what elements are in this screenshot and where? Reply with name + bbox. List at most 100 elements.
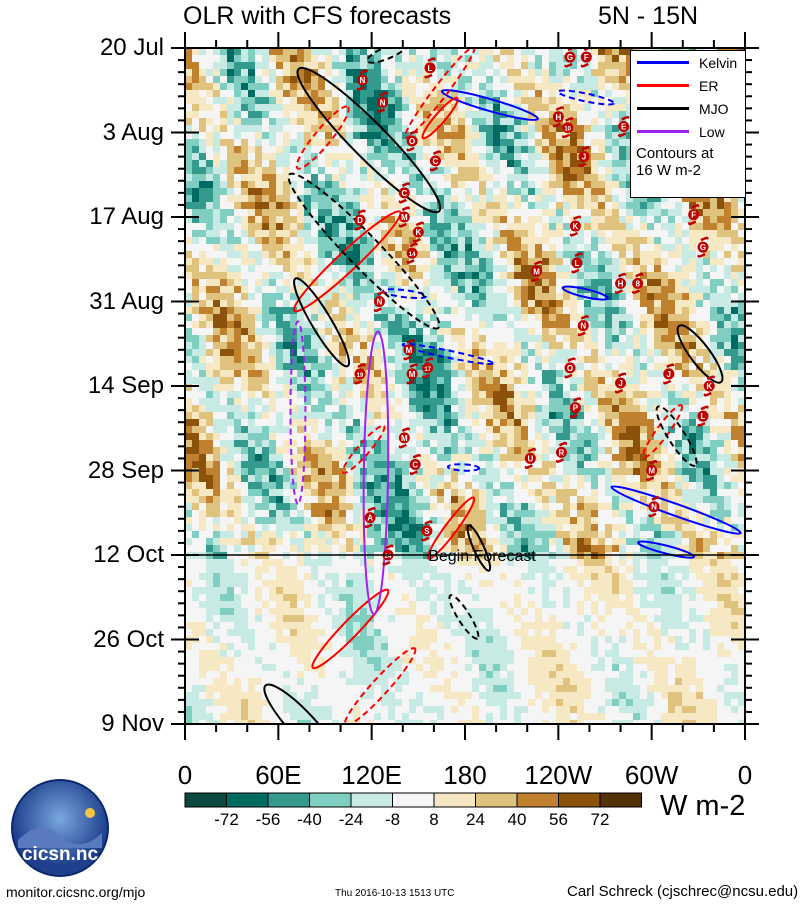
olr-cell	[724, 440, 731, 447]
olr-cell	[255, 517, 262, 524]
olr-cell	[444, 237, 451, 244]
olr-cell	[318, 496, 325, 503]
olr-cell	[304, 377, 311, 384]
olr-cell	[514, 244, 521, 251]
olr-cell	[297, 559, 304, 566]
olr-cell	[584, 279, 591, 286]
olr-cell	[451, 97, 458, 104]
olr-cell	[577, 601, 584, 608]
olr-cell	[479, 391, 486, 398]
olr-cell	[276, 97, 283, 104]
olr-cell	[724, 384, 731, 391]
olr-cell	[332, 104, 339, 111]
olr-cell	[507, 321, 514, 328]
olr-cell	[619, 405, 626, 412]
olr-cell	[241, 587, 248, 594]
olr-cell	[353, 426, 360, 433]
olr-cell	[486, 489, 493, 496]
olr-cell	[220, 83, 227, 90]
olr-cell	[472, 195, 479, 202]
olr-cell	[360, 244, 367, 251]
olr-cell	[696, 370, 703, 377]
olr-cell	[465, 237, 472, 244]
olr-cell	[444, 405, 451, 412]
olr-cell	[724, 447, 731, 454]
olr-cell	[360, 433, 367, 440]
olr-cell	[353, 433, 360, 440]
olr-cell	[703, 223, 710, 230]
olr-cell	[577, 426, 584, 433]
olr-cell	[668, 272, 675, 279]
olr-cell	[675, 202, 682, 209]
olr-cell	[633, 433, 640, 440]
olr-cell	[738, 209, 745, 216]
olr-cell	[458, 118, 465, 125]
olr-cell	[654, 293, 661, 300]
olr-cell	[640, 482, 647, 489]
olr-cell	[549, 405, 556, 412]
olr-cell	[738, 475, 745, 482]
olr-cell	[668, 293, 675, 300]
olr-cell	[374, 503, 381, 510]
olr-cell	[318, 118, 325, 125]
olr-cell	[318, 244, 325, 251]
olr-cell	[276, 293, 283, 300]
olr-cell	[353, 356, 360, 363]
olr-cell	[325, 419, 332, 426]
olr-cell	[409, 237, 416, 244]
olr-cell	[444, 188, 451, 195]
olr-cell	[283, 356, 290, 363]
olr-cell	[626, 377, 633, 384]
olr-cell	[458, 580, 465, 587]
olr-cell	[731, 300, 738, 307]
olr-cell	[612, 195, 619, 202]
olr-cell	[472, 538, 479, 545]
olr-cell	[346, 272, 353, 279]
olr-cell	[458, 328, 465, 335]
olr-cell	[192, 76, 199, 83]
olr-cell	[633, 328, 640, 335]
olr-cell	[591, 230, 598, 237]
chart-title: OLR with CFS forecasts	[183, 2, 452, 30]
olr-cell	[227, 412, 234, 419]
olr-cell	[528, 62, 535, 69]
olr-cell	[675, 307, 682, 314]
olr-cell	[325, 440, 332, 447]
olr-cell	[521, 174, 528, 181]
olr-cell	[297, 132, 304, 139]
olr-cell	[346, 314, 353, 321]
olr-cell	[640, 475, 647, 482]
olr-cell	[570, 545, 577, 552]
olr-cell	[528, 531, 535, 538]
olr-cell	[381, 482, 388, 489]
olr-cell	[430, 272, 437, 279]
olr-cell	[724, 580, 731, 587]
olr-cell	[549, 321, 556, 328]
olr-cell	[584, 216, 591, 223]
olr-cell	[493, 412, 500, 419]
olr-cell	[451, 272, 458, 279]
olr-cell	[444, 356, 451, 363]
olr-cell	[647, 314, 654, 321]
olr-cell	[591, 559, 598, 566]
olr-cell	[507, 489, 514, 496]
olr-cell	[276, 223, 283, 230]
olr-cell	[549, 580, 556, 587]
olr-cell	[227, 601, 234, 608]
olr-cell	[381, 377, 388, 384]
olr-cell	[542, 83, 549, 90]
olr-cell	[486, 279, 493, 286]
olr-cell	[381, 531, 388, 538]
olr-cell	[556, 272, 563, 279]
olr-cell	[269, 153, 276, 160]
olr-cell	[682, 433, 689, 440]
olr-cell	[605, 272, 612, 279]
olr-cell	[563, 601, 570, 608]
olr-cell	[563, 160, 570, 167]
olr-cell	[465, 195, 472, 202]
olr-cell	[381, 230, 388, 237]
olr-cell	[689, 489, 696, 496]
olr-cell	[472, 391, 479, 398]
olr-cell	[486, 118, 493, 125]
olr-cell	[283, 202, 290, 209]
